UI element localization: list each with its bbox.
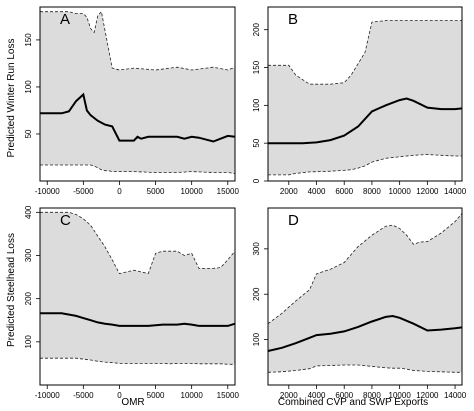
panel-letter-a: A [60, 11, 70, 28]
y-tick-label: 150 [24, 33, 33, 47]
x-tick-label: 15000 [217, 391, 240, 400]
x-tick-label: 6000 [335, 187, 353, 196]
upper-bound-line [268, 20, 462, 85]
mean-prediction-line [40, 92, 236, 143]
mean-prediction-line [268, 97, 463, 145]
y-tick-label: 100 [252, 98, 261, 112]
x-tick-label: 2000 [280, 391, 298, 400]
lower-bound-line [40, 357, 235, 365]
x-tick-label: 8000 [363, 391, 381, 400]
y-tick-label: 100 [252, 332, 261, 346]
lower-bound-line [267, 364, 462, 373]
confidence-band [268, 213, 462, 373]
x-tick-label: -10000 [35, 391, 60, 400]
x-tick-label: 4000 [308, 187, 326, 196]
x-tick-label: 14000 [444, 391, 467, 400]
panel-d: 2000 4000 6000 8000 10000 12000 14000 100 200 300… [252, 207, 467, 400]
y-tick-label: 200 [252, 287, 261, 301]
x-tick-label: 10000 [181, 391, 204, 400]
x-tick-label: 12000 [416, 187, 439, 196]
panel-letter-b: B [288, 11, 298, 28]
lower-bound-line [268, 154, 462, 176]
x-tick-label: 8000 [363, 187, 381, 196]
y-tick-label: 200 [252, 22, 261, 36]
y-tick-label: 300 [252, 242, 261, 256]
y-tick-label: 50 [252, 138, 261, 147]
x-tick-label: 10000 [389, 187, 412, 196]
confidence-band [268, 20, 462, 175]
x-tick-label: 14000 [444, 187, 467, 196]
y-tick-label: 50 [24, 129, 33, 138]
x-tick-label: -5000 [73, 187, 94, 196]
x-tick-label: 5000 [147, 187, 165, 196]
plot-frame [39, 207, 236, 386]
upper-bound-line [40, 211, 236, 275]
x-axis-title-right: Combined CVP and SWP Exports [278, 397, 428, 408]
upper-bound-line [267, 213, 463, 325]
x-tick-label: -5000 [73, 391, 94, 400]
plot-frame [39, 6, 236, 182]
x-tick-label: 15000 [217, 187, 240, 196]
y-axis-title-bottom: Predicted Steelhead Loss [6, 233, 17, 347]
panel-letter-d: D [288, 212, 299, 229]
plot-frame [267, 6, 463, 182]
y-tick-label: 400 [24, 205, 33, 219]
panel-letter-c: C [60, 212, 71, 229]
x-axis-title-left: OMR [121, 397, 144, 408]
panel-c: -10000 -5000 0 5000 10000 15000 100 200 300 400 C [24, 205, 239, 400]
y-tick-label: 0 [252, 178, 261, 183]
upper-bound-line [40, 10, 236, 71]
x-tick-label: 5000 [147, 391, 165, 400]
x-tick-label: 0 [117, 391, 122, 400]
confidence-band [40, 11, 235, 174]
x-tick-label: 0 [117, 187, 122, 196]
plot-frame [267, 207, 463, 386]
x-tick-label: 6000 [335, 391, 353, 400]
lower-bound-line [40, 164, 236, 174]
y-tick-label: 150 [252, 60, 261, 74]
y-axis-title-top: Predicted Winter Run Loss [6, 39, 17, 158]
y-tick-label: 100 [24, 80, 33, 94]
mean-prediction-line [40, 312, 236, 327]
panel-a: -10000 -5000 0 5000 10000 15000 50 100 150 A [24, 6, 240, 196]
panel-b: 2000 4000 6000 8000 10000 12000 14000 0 50 100 150… [252, 6, 467, 196]
y-tick-label: 200 [24, 291, 33, 305]
confidence-band [40, 212, 235, 365]
x-tick-label: 2000 [280, 187, 298, 196]
x-tick-label: 4000 [308, 391, 326, 400]
y-tick-label: 300 [24, 248, 33, 262]
y-tick-label: 100 [24, 335, 33, 349]
x-tick-label: 10000 [389, 391, 412, 400]
mean-prediction-line [267, 314, 463, 352]
x-tick-label: 12000 [416, 391, 439, 400]
x-tick-label: -10000 [35, 187, 60, 196]
x-tick-label: 10000 [181, 187, 204, 196]
